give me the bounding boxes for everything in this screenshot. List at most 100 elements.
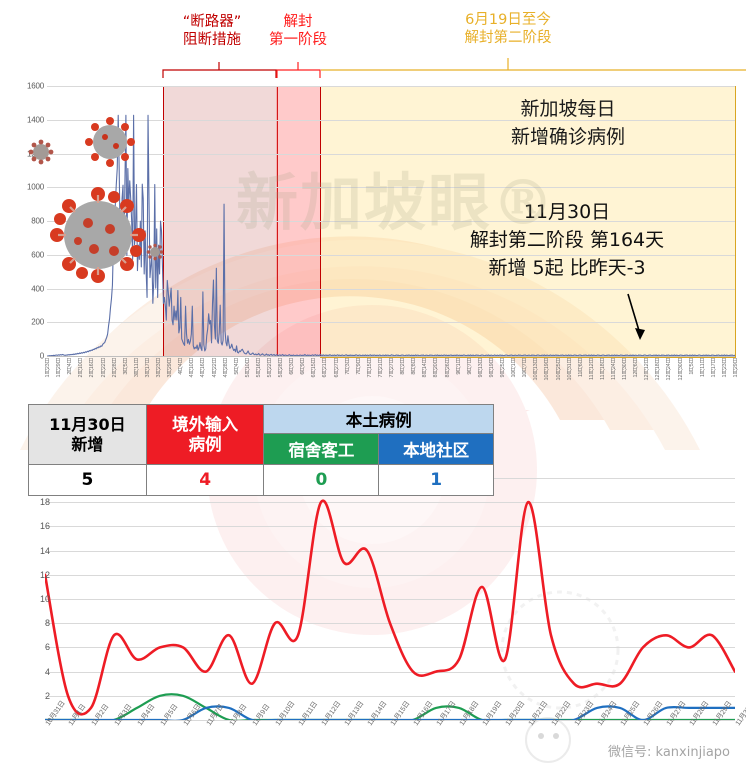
x-tick: 4月4日 — [178, 358, 185, 375]
down-arrow-icon — [627, 293, 645, 340]
y-tick: 12 — [39, 569, 50, 580]
x-tick: 4月22日 — [211, 358, 218, 378]
x-tick: 5月28日 — [278, 358, 284, 378]
y-tick: 18 — [39, 497, 50, 508]
x-tick: 1月23日 — [721, 358, 728, 378]
table-subheader-row: 宿舍客工 本地社区 — [29, 433, 494, 465]
x-tick: 10月31日 — [566, 358, 573, 381]
x-tick: 3月11日 — [133, 358, 140, 378]
chart-title-line1: 新加坡每日 — [520, 98, 616, 120]
x-tick: 7月9日 — [355, 358, 362, 375]
table-header-row: 11月30日 新增 境外输入 病例 本土病例 — [28, 404, 494, 465]
top-plot-area — [47, 86, 736, 358]
phase-label-line1: 解封 — [283, 14, 313, 30]
x-tick: 8月8日 — [411, 358, 418, 375]
phase-label-line2: 阻断措施 — [183, 31, 241, 48]
x-tick: 5月4日 — [233, 358, 240, 375]
x-tick: 12月24日 — [666, 358, 673, 381]
x-tick: 12月12日 — [644, 358, 651, 381]
x-tick: 2月10日 — [78, 358, 85, 378]
phase-label-circuit-breaker: “断路器” 阻断措施 — [152, 14, 272, 49]
x-tick: 3月5日 — [122, 358, 129, 375]
y-tick: 8 — [44, 618, 50, 629]
y-tick: 16 — [39, 521, 50, 532]
x-tick: 2月16日 — [89, 358, 96, 378]
x-tick: 1月17日 — [710, 358, 717, 378]
x-tick: 9月1日 — [455, 358, 462, 375]
daily-cases-line — [47, 114, 735, 356]
phase-brackets — [162, 58, 746, 78]
x-tick: 11月18日 — [599, 358, 606, 381]
top-x-axis-labels: 1月23日 1月29日 2月4日 2月10日 2月16日 2月22日 2月28日 3月5日 3月… — [45, 358, 739, 400]
x-tick: 1月23日 — [45, 358, 51, 378]
series-line — [45, 693, 735, 720]
th-date-line2: 新增 — [71, 434, 104, 454]
th-date-line1: 11月30日 — [49, 415, 126, 435]
phase-label-line1: 6月19日至今 — [465, 12, 551, 28]
y-tick: 0 — [39, 351, 44, 361]
x-tick: 12月6日 — [633, 358, 640, 378]
x-tick: 7月27日 — [389, 358, 395, 378]
th-dorm-cell: 宿舍客工 — [263, 433, 380, 465]
phase-label-line2: 第一阶段 — [269, 31, 327, 48]
coronavirus-illustration — [28, 117, 164, 283]
x-tick: 1月5日 — [688, 358, 695, 375]
virus-particle-medium — [85, 117, 135, 167]
callout-date: 11月30日 — [523, 201, 611, 223]
phase-label-phase-one: 解封 第一阶段 — [265, 14, 331, 49]
y-tick: 2 — [44, 690, 50, 701]
y-tick: 6 — [44, 642, 50, 653]
x-tick: 11月24日 — [610, 358, 617, 381]
phase-label-phase-two: 6月19日至今 解封第二阶段 — [423, 12, 593, 47]
value-imported: 4 — [145, 464, 265, 496]
x-tick: 4月10日 — [189, 358, 196, 378]
x-tick: 8月26日 — [444, 358, 451, 378]
x-tick: 11月30日 — [622, 358, 628, 381]
x-tick: 2月22日 — [100, 358, 107, 378]
y-tick: 800 — [31, 216, 44, 226]
x-tick: 12月30日 — [677, 358, 684, 381]
x-tick: 6月3日 — [289, 358, 296, 375]
y-tick: 4 — [44, 666, 50, 677]
phase-label-line2: 解封第二阶段 — [464, 29, 552, 46]
x-tick: 1月11日 — [699, 358, 706, 378]
th-imported-line2: 病例 — [188, 434, 222, 454]
y-tick: 1600 — [27, 81, 44, 91]
x-tick: 5月16日 — [255, 358, 262, 378]
th-imported-cell: 境外输入 病例 — [145, 404, 265, 465]
x-tick: 7月15日 — [366, 358, 373, 378]
x-tick: 6月21日 — [322, 358, 329, 378]
x-tick: 12月18日 — [655, 358, 662, 381]
x-tick: 10月25日 — [555, 358, 562, 381]
x-tick: 10月13日 — [533, 358, 540, 381]
x-tick: 3月29日 — [167, 358, 174, 378]
x-tick: 1月29日 — [56, 358, 63, 378]
series-line — [45, 705, 735, 720]
y-tick: 200 — [31, 317, 44, 327]
value-total: 5 — [28, 464, 147, 496]
chart-title: 新加坡每日 新增确诊病例 — [418, 96, 718, 151]
y-tick: 600 — [31, 250, 44, 260]
value-dorm: 0 — [263, 464, 380, 496]
virus-particle-tiny — [146, 243, 164, 261]
y-tick: 10 — [39, 594, 50, 604]
callout-new-cases: 新增 5起 比昨天-3 — [488, 257, 646, 280]
x-tick: 9月19日 — [488, 358, 495, 378]
x-tick: 11月6日 — [577, 358, 584, 378]
top-daily-cases-chart: 1600 1400 1200 1000 800 600 400 200 0 1月… — [27, 12, 746, 400]
x-tick: 3月17日 — [144, 358, 151, 378]
x-tick: 4月28日 — [222, 358, 229, 378]
series-line — [45, 499, 735, 716]
x-tick: 9月13日 — [477, 358, 484, 378]
x-tick: 6月27日 — [333, 358, 340, 378]
th-community-cell: 本地社区 — [378, 433, 494, 465]
x-tick: 8月14日 — [422, 358, 429, 378]
x-tick: 2月4日 — [67, 358, 74, 375]
y-tick: - — [47, 715, 50, 725]
x-tick: 10月19日 — [544, 358, 551, 381]
th-imported-line1: 境外输入 — [172, 414, 239, 434]
x-tick: 9月25日 — [500, 358, 506, 378]
x-tick: 10月1日 — [511, 358, 518, 378]
x-tick: 5月10日 — [244, 358, 251, 378]
